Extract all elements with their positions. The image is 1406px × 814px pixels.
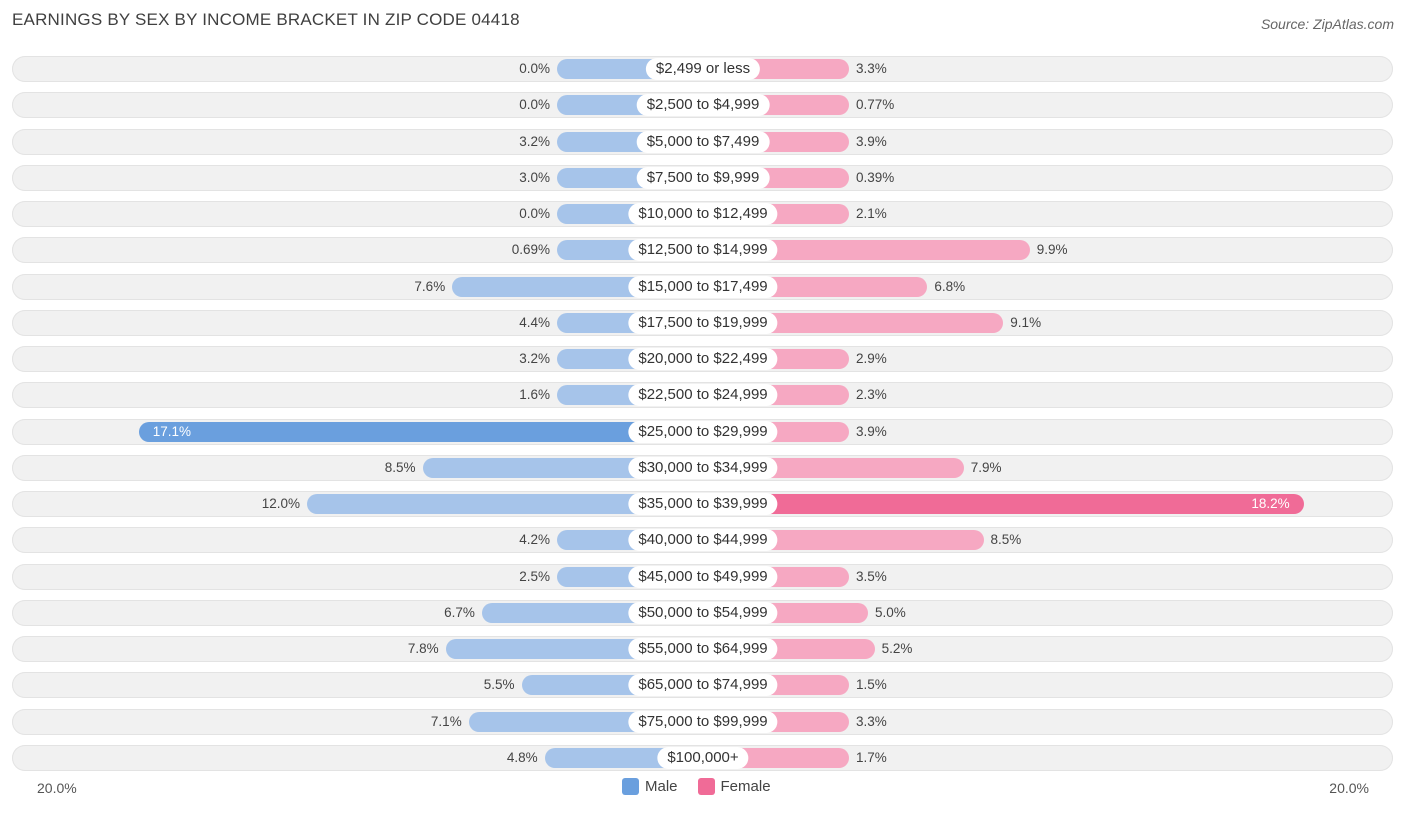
category-label: $15,000 to $17,499 [628,275,778,298]
axis-left-label: 20.0% [37,780,77,796]
male-value-label: 0.69% [511,242,550,258]
category-label: $5,000 to $7,499 [636,130,770,153]
chart-title: EARNINGS BY SEX BY INCOME BRACKET IN ZIP… [12,10,520,29]
male-value-label: 6.7% [444,604,475,620]
male-value-label: 7.1% [430,713,462,729]
legend-item-female[interactable]: Female [697,778,771,795]
legend-swatch-male [622,778,639,795]
category-label: $22,500 to $24,999 [628,384,778,407]
female-value-label: 9.1% [1010,314,1042,330]
female-value-label: 5.0% [875,604,906,620]
category-label: $7,500 to $9,999 [636,166,770,189]
male-bar[interactable] [138,421,703,442]
female-value-label: 7.9% [970,459,1002,475]
female-value-label: 6.8% [934,278,966,294]
chart-legend: Male Female [622,778,783,795]
category-label: $100,000+ [657,746,749,769]
male-value-label: 0.0% [519,206,550,221]
category-label: $25,000 to $29,999 [628,420,778,443]
female-value-label: 3.5% [856,568,887,584]
category-label: $50,000 to $54,999 [628,601,778,624]
female-bar[interactable] [703,494,1304,514]
chart-source: Source: ZipAtlas.com [1260,16,1394,32]
female-value-label: 3.9% [856,133,887,149]
female-value-label: 9.9% [1036,242,1068,258]
female-value-label: 8.5% [990,532,1022,548]
female-value-label: 0.77% [856,97,895,113]
male-value-label: 7.6% [414,278,446,294]
male-value-label: 8.5% [384,459,416,475]
female-bar[interactable] [703,240,1030,261]
male-value-label: 3.2% [519,351,550,366]
male-value-label: 17.1% [152,423,191,439]
female-value-label: 18.2% [1251,496,1290,511]
legend-swatch-female [697,778,715,795]
male-value-label: 1.6% [519,387,550,403]
category-label: $65,000 to $74,999 [628,674,778,697]
female-value-label: 1.7% [856,749,887,765]
category-label: $40,000 to $44,999 [628,529,778,552]
category-label: $35,000 to $39,999 [628,493,778,515]
male-bar[interactable] [307,494,703,514]
legend-label-male: Male [645,778,678,795]
female-value-label: 2.1% [856,206,887,221]
category-label: $2,500 to $4,999 [636,94,770,117]
legend-label-female: Female [720,778,771,795]
category-label: $45,000 to $49,999 [628,565,778,588]
male-value-label: 0.0% [519,61,550,76]
axis-right-label: 20.0% [1329,780,1369,796]
male-value-label: 0.0% [519,97,550,113]
category-label: $10,000 to $12,499 [628,203,778,225]
female-value-label: 0.39% [856,169,895,185]
female-value-label: 1.5% [856,677,887,693]
male-value-label: 5.5% [483,677,515,693]
male-value-label: 4.2% [519,532,550,548]
female-bar[interactable] [703,312,1004,333]
category-label: $75,000 to $99,999 [628,710,778,733]
male-value-label: 4.4% [519,314,550,330]
female-value-label: 2.9% [856,351,887,366]
female-value-label: 3.3% [856,713,887,729]
category-label: $17,500 to $19,999 [628,311,778,334]
female-value-label: 2.3% [856,387,887,403]
legend-item-male[interactable]: Male [622,778,678,795]
category-label: $20,000 to $22,499 [628,348,778,370]
male-value-label: 3.2% [519,133,550,149]
category-label: $30,000 to $34,999 [628,456,778,479]
female-value-label: 3.9% [856,423,887,439]
male-value-label: 7.8% [407,641,439,656]
male-value-label: 4.8% [506,749,538,765]
female-value-label: 5.2% [881,641,913,656]
male-value-label: 12.0% [261,496,300,511]
category-label: $55,000 to $64,999 [628,638,778,660]
male-value-label: 3.0% [519,169,550,185]
category-label: $12,500 to $14,999 [628,239,778,262]
category-label: $2,499 or less [645,58,761,80]
female-value-label: 3.3% [856,61,887,76]
male-value-label: 2.5% [519,568,550,584]
